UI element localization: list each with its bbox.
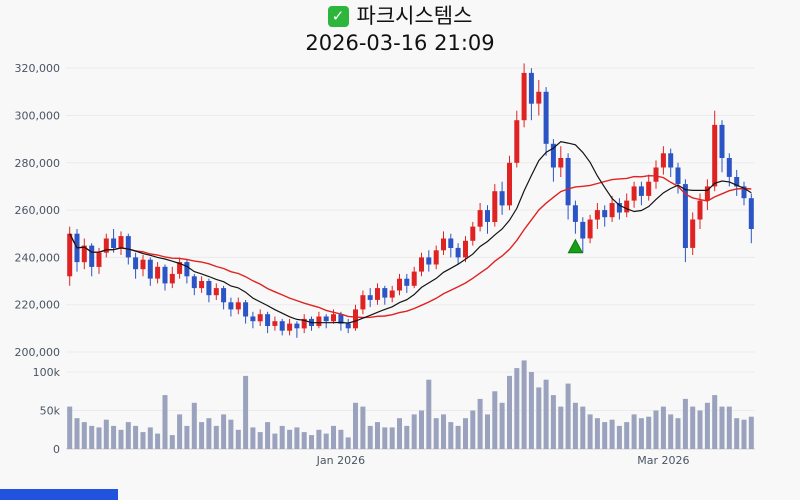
svg-text:50k: 50k [40, 405, 61, 418]
ma-fast-line [69, 141, 752, 324]
svg-text:260,000: 260,000 [15, 204, 61, 217]
svg-text:320,000: 320,000 [15, 62, 61, 75]
svg-text:240,000: 240,000 [15, 251, 61, 264]
svg-text:220,000: 220,000 [15, 299, 61, 312]
svg-text:Mar 2026: Mar 2026 [637, 454, 689, 467]
checkbox-icon: ✓ [327, 5, 349, 27]
volume-bars [67, 360, 754, 450]
axes: 320,000 300,000 280,000 260,000 240,000 220,0… [15, 62, 755, 467]
taskbar-fragment [0, 489, 118, 500]
svg-text:300,000: 300,000 [15, 109, 61, 122]
svg-text:100k: 100k [33, 366, 61, 379]
svg-text:200,000: 200,000 [15, 346, 61, 359]
chart-header: ✓ 파크시스템스 2026-03-16 21:09 [0, 2, 800, 56]
title-line: ✓ 파크시스템스 [0, 2, 800, 30]
svg-text:Jan 2026: Jan 2026 [316, 454, 365, 467]
svg-text:0: 0 [53, 443, 60, 456]
svg-text:280,000: 280,000 [15, 157, 61, 170]
buy-marker-icon [567, 238, 584, 254]
chart-datetime: 2026-03-16 21:09 [305, 31, 495, 55]
stock-title: 파크시스템스 [356, 4, 473, 28]
check-glyph: ✓ [331, 7, 345, 25]
stock-chart: 320,000 300,000 280,000 260,000 240,000 220,0… [15, 62, 755, 467]
ma-slow-line [69, 174, 752, 319]
